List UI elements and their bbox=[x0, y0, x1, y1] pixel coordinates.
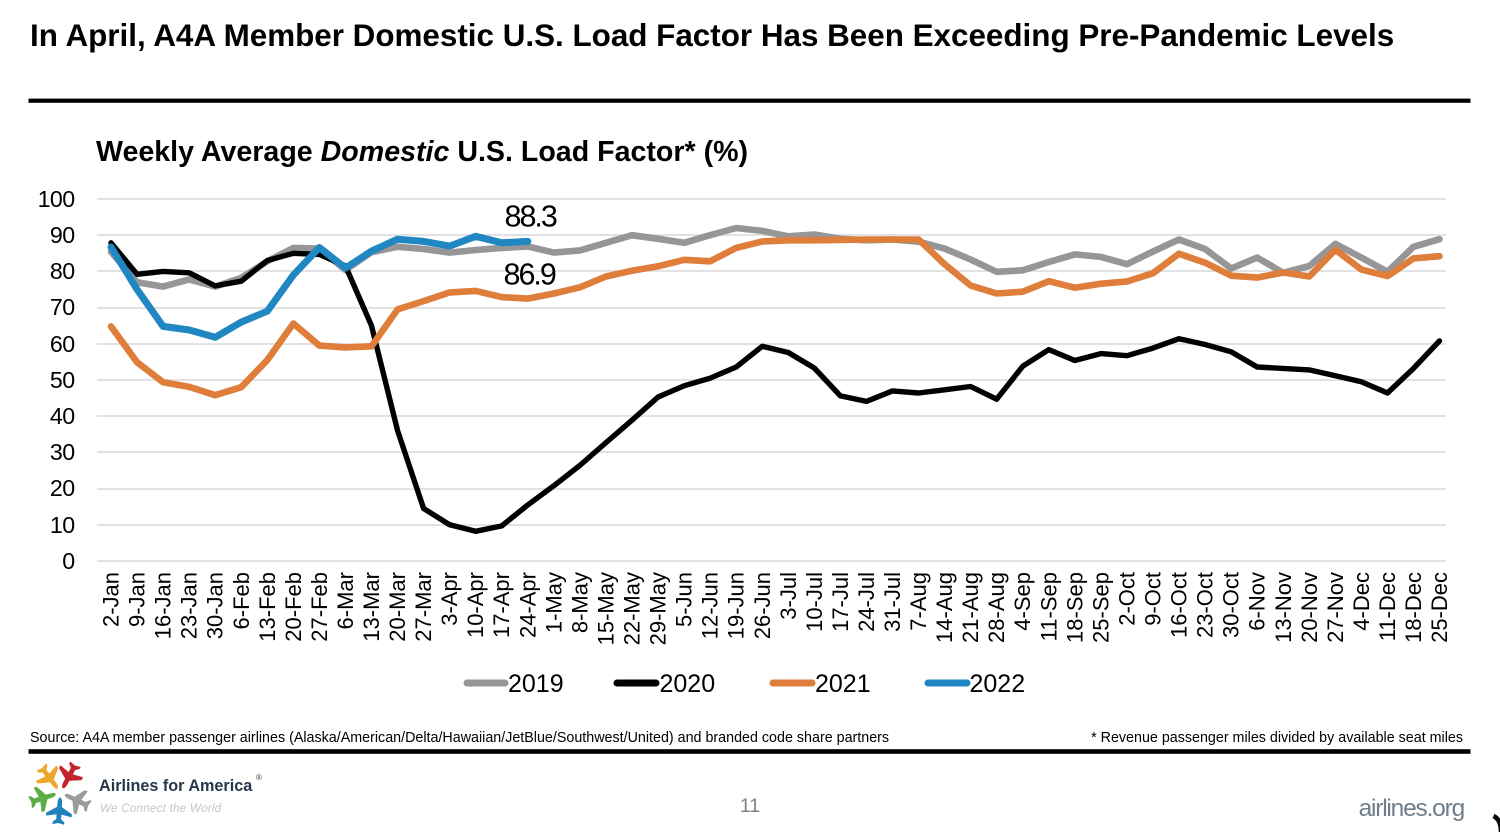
svg-text:25-Dec: 25-Dec bbox=[1427, 572, 1452, 643]
svg-text:2022: 2022 bbox=[970, 670, 1026, 698]
svg-text:13-Mar: 13-Mar bbox=[359, 572, 384, 642]
svg-text:80: 80 bbox=[50, 258, 75, 284]
svg-text:24-Jul: 24-Jul bbox=[854, 572, 879, 632]
svg-text:14-Aug: 14-Aug bbox=[932, 572, 957, 643]
svg-text:21-Aug: 21-Aug bbox=[958, 572, 983, 643]
svg-text:25-Sep: 25-Sep bbox=[1088, 572, 1113, 643]
svg-text:11-Dec: 11-Dec bbox=[1375, 572, 1400, 641]
svg-text:3-Jul: 3-Jul bbox=[776, 572, 801, 620]
svg-text:23-Oct: 23-Oct bbox=[1193, 572, 1218, 638]
svg-text:30-Jan: 30-Jan bbox=[203, 572, 228, 639]
svg-text:10-Apr: 10-Apr bbox=[463, 572, 488, 638]
svg-text:23-Jan: 23-Jan bbox=[177, 572, 202, 639]
svg-text:4-Dec: 4-Dec bbox=[1349, 572, 1374, 631]
svg-text:7-Aug: 7-Aug bbox=[906, 572, 931, 631]
svg-text:10: 10 bbox=[50, 512, 75, 538]
svg-text:19-Jun: 19-Jun bbox=[724, 572, 749, 639]
svg-text:9-Jan: 9-Jan bbox=[125, 572, 150, 627]
svg-text:5-Jun: 5-Jun bbox=[672, 572, 697, 627]
svg-text:22-May: 22-May bbox=[620, 572, 645, 645]
svg-text:2020: 2020 bbox=[660, 670, 716, 698]
svg-text:16-Oct: 16-Oct bbox=[1167, 572, 1192, 638]
svg-text:16-Jan: 16-Jan bbox=[151, 572, 176, 639]
svg-text:17-Jul: 17-Jul bbox=[828, 572, 853, 632]
svg-text:20-Mar: 20-Mar bbox=[385, 572, 410, 642]
svg-text:26-Jun: 26-Jun bbox=[750, 572, 775, 639]
svg-text:100: 100 bbox=[38, 186, 75, 212]
svg-text:9-Oct: 9-Oct bbox=[1141, 572, 1166, 626]
svg-text:18-Sep: 18-Sep bbox=[1062, 572, 1087, 643]
svg-text:88.3: 88.3 bbox=[505, 200, 557, 234]
svg-text:6-Feb: 6-Feb bbox=[229, 572, 254, 629]
svg-text:We Connect the World: We Connect the World bbox=[100, 802, 222, 815]
svg-text:2-Oct: 2-Oct bbox=[1115, 572, 1140, 626]
svg-text:11-Sep: 11-Sep bbox=[1036, 572, 1061, 641]
svg-text:13-Feb: 13-Feb bbox=[255, 572, 280, 642]
svg-text:40: 40 bbox=[50, 403, 75, 429]
svg-text:2019: 2019 bbox=[508, 670, 564, 698]
svg-text:3-Apr: 3-Apr bbox=[437, 572, 462, 626]
svg-text:8-May: 8-May bbox=[567, 572, 592, 633]
svg-text:30-Oct: 30-Oct bbox=[1219, 572, 1244, 638]
svg-text:20: 20 bbox=[50, 475, 75, 501]
svg-text:29-May: 29-May bbox=[646, 572, 671, 645]
svg-text:Source: A4A member passenger a: Source: A4A member passenger airlines (A… bbox=[30, 730, 889, 746]
svg-text:17-Apr: 17-Apr bbox=[489, 572, 514, 638]
svg-text:2-Jan: 2-Jan bbox=[99, 572, 124, 627]
svg-text:15-May: 15-May bbox=[594, 572, 619, 645]
svg-text:27-Nov: 27-Nov bbox=[1323, 572, 1348, 643]
svg-text:®: ® bbox=[256, 773, 262, 782]
svg-text:0: 0 bbox=[62, 548, 74, 574]
svg-text:70: 70 bbox=[50, 294, 75, 320]
svg-text:1-May: 1-May bbox=[541, 572, 566, 633]
svg-text:12-Jun: 12-Jun bbox=[698, 572, 723, 639]
svg-text:4-Sep: 4-Sep bbox=[1010, 572, 1035, 631]
svg-text:6-Nov: 6-Nov bbox=[1245, 572, 1270, 631]
svg-text:90: 90 bbox=[50, 222, 75, 248]
svg-text:18-Dec: 18-Dec bbox=[1401, 572, 1426, 643]
svg-text:86.9: 86.9 bbox=[504, 258, 556, 292]
svg-text:airlines.org: airlines.org bbox=[1359, 795, 1465, 822]
svg-text:24-Apr: 24-Apr bbox=[515, 572, 540, 638]
svg-text:6-Mar: 6-Mar bbox=[333, 572, 358, 629]
svg-text:60: 60 bbox=[50, 331, 75, 357]
svg-text:30: 30 bbox=[50, 439, 75, 465]
svg-text:27-Mar: 27-Mar bbox=[411, 572, 436, 642]
svg-text:13-Nov: 13-Nov bbox=[1271, 572, 1296, 643]
svg-text:28-Aug: 28-Aug bbox=[984, 572, 1009, 643]
svg-text:In April, A4A Member Domestic: In April, A4A Member Domestic U.S. Load … bbox=[30, 18, 1394, 53]
svg-text:50: 50 bbox=[50, 367, 75, 393]
svg-text:27-Feb: 27-Feb bbox=[307, 572, 332, 642]
svg-text:11: 11 bbox=[740, 795, 760, 817]
svg-text:Airlines for America: Airlines for America bbox=[99, 777, 253, 795]
svg-text:* Revenue passenger miles divi: * Revenue passenger miles divided by ava… bbox=[1091, 730, 1463, 746]
svg-text:31-Jul: 31-Jul bbox=[880, 572, 905, 632]
svg-text:2021: 2021 bbox=[815, 670, 871, 698]
svg-text:10-Jul: 10-Jul bbox=[802, 572, 827, 632]
svg-text:20-Nov: 20-Nov bbox=[1297, 572, 1322, 643]
svg-text:20-Feb: 20-Feb bbox=[281, 572, 306, 642]
svg-text:Weekly Average Domestic U.S. L: Weekly Average Domestic U.S. Load Factor… bbox=[96, 136, 748, 168]
